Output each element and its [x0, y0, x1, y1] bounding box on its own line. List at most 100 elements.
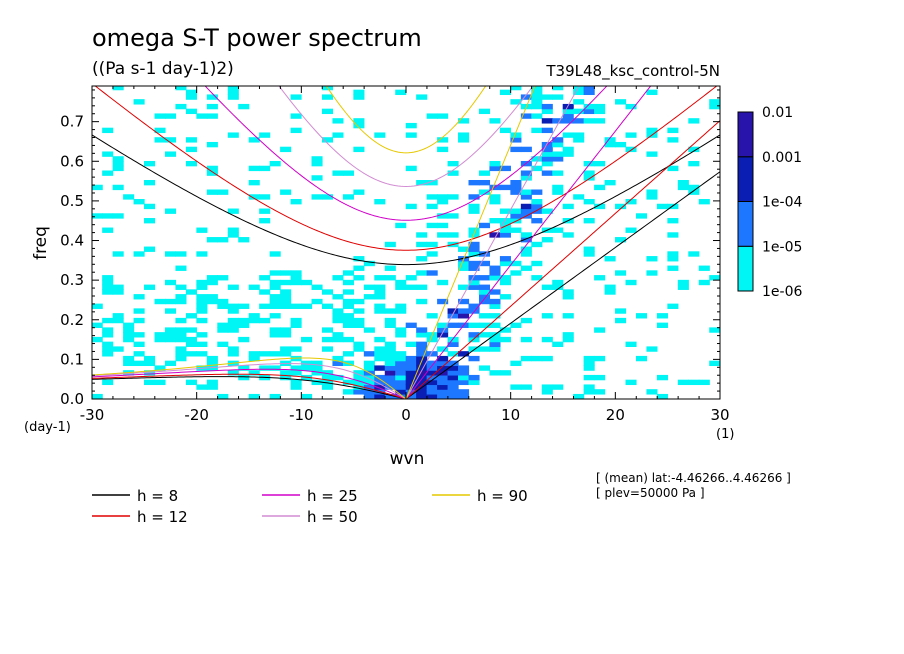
power-cell [468, 194, 480, 200]
y-unit-label: (day-1) [24, 420, 71, 435]
power-cell [478, 346, 491, 352]
power-cell [290, 365, 302, 371]
y-tick-label: 0.5 [60, 192, 84, 210]
power-cell [353, 94, 365, 100]
power-cell [468, 241, 480, 248]
power-cell [447, 374, 459, 381]
colorbar-label: 1e-05 [762, 239, 802, 255]
power-cell [154, 298, 166, 305]
power-cell [468, 322, 480, 328]
power-cell [196, 251, 208, 257]
power-cell [478, 179, 491, 186]
power-cell [594, 184, 606, 191]
power-cell [426, 270, 438, 276]
power-cell [353, 341, 365, 348]
power-cell [301, 365, 313, 371]
power-cell [416, 389, 428, 395]
power-cell [206, 294, 218, 300]
chart-units: ((Pa s-1 day-1)2) [92, 59, 234, 79]
power-cell [269, 393, 281, 399]
power-cell [185, 341, 197, 348]
power-cell [259, 351, 271, 357]
legend-label: h = 25 [307, 487, 358, 505]
power-cell [248, 194, 260, 200]
power-cell [280, 270, 292, 276]
power-cell [510, 99, 522, 105]
power-cell [437, 213, 449, 219]
power-cell [133, 360, 145, 367]
power-cell [604, 179, 616, 186]
power-cell [426, 360, 438, 367]
power-cell [499, 279, 511, 286]
power-cell [447, 393, 459, 399]
power-cell [175, 327, 187, 333]
power-cell [175, 317, 187, 324]
power-cell [458, 351, 470, 357]
power-cell [217, 275, 229, 281]
power-cell [332, 355, 344, 362]
power-cell [604, 141, 616, 148]
power-cell [541, 160, 553, 167]
power-cell [489, 265, 501, 271]
power-cell [416, 370, 428, 376]
power-cell [468, 275, 480, 281]
power-cell [447, 322, 459, 328]
power-cell [311, 160, 323, 167]
power-cell [625, 146, 637, 153]
power-cell [332, 308, 344, 314]
power-cell [552, 189, 564, 195]
power-cell [583, 199, 595, 205]
power-cell [562, 336, 574, 343]
power-cell [531, 241, 543, 248]
power-cell [531, 156, 543, 162]
power-cell [458, 298, 470, 305]
power-cell [259, 289, 271, 295]
power-cell [594, 374, 606, 381]
power-cell [353, 308, 365, 314]
power-cell [353, 146, 365, 153]
y-axis: 0.0 0.1 0.2 0.3 0.4 0.5 0.6 0.7 [60, 89, 720, 408]
power-cell [102, 284, 114, 290]
power-cell [478, 275, 491, 281]
power-cell [290, 270, 302, 276]
kelvin-curve-h90 [405, 86, 536, 399]
power-cell [374, 379, 386, 386]
power-cell [531, 165, 543, 172]
power-cell [269, 365, 281, 371]
power-cell [489, 275, 501, 281]
power-cell [374, 336, 386, 343]
power-cell [437, 322, 449, 328]
power-cell [468, 208, 480, 214]
power-cell [164, 360, 177, 367]
power-cell [238, 322, 250, 328]
power-cell [102, 317, 114, 324]
power-cell [573, 89, 585, 96]
power-cell [353, 317, 365, 324]
power-cell [468, 260, 480, 267]
power-cell [311, 298, 323, 305]
power-cell [363, 284, 375, 290]
power-cell [426, 336, 438, 343]
power-cell [635, 213, 648, 219]
power-cell [154, 379, 166, 386]
power-cell [552, 118, 564, 124]
rossby-curve-h8 [92, 376, 407, 399]
colorbar-swatch [737, 245, 754, 292]
power-cell [499, 327, 511, 333]
power-cell [196, 298, 208, 305]
power-cell [615, 270, 627, 276]
power-cell [552, 279, 564, 286]
power-cell [426, 370, 438, 376]
power-cell [520, 237, 532, 243]
power-cell [374, 351, 386, 357]
power-cell [206, 189, 218, 195]
power-cell [458, 389, 470, 395]
power-cell [520, 189, 532, 195]
power-cell [520, 208, 532, 214]
power-cell [520, 251, 532, 257]
power-cell [374, 289, 386, 295]
power-cell [416, 179, 428, 186]
power-cell [458, 379, 470, 386]
power-cell [625, 199, 637, 205]
power-cell [374, 303, 386, 309]
